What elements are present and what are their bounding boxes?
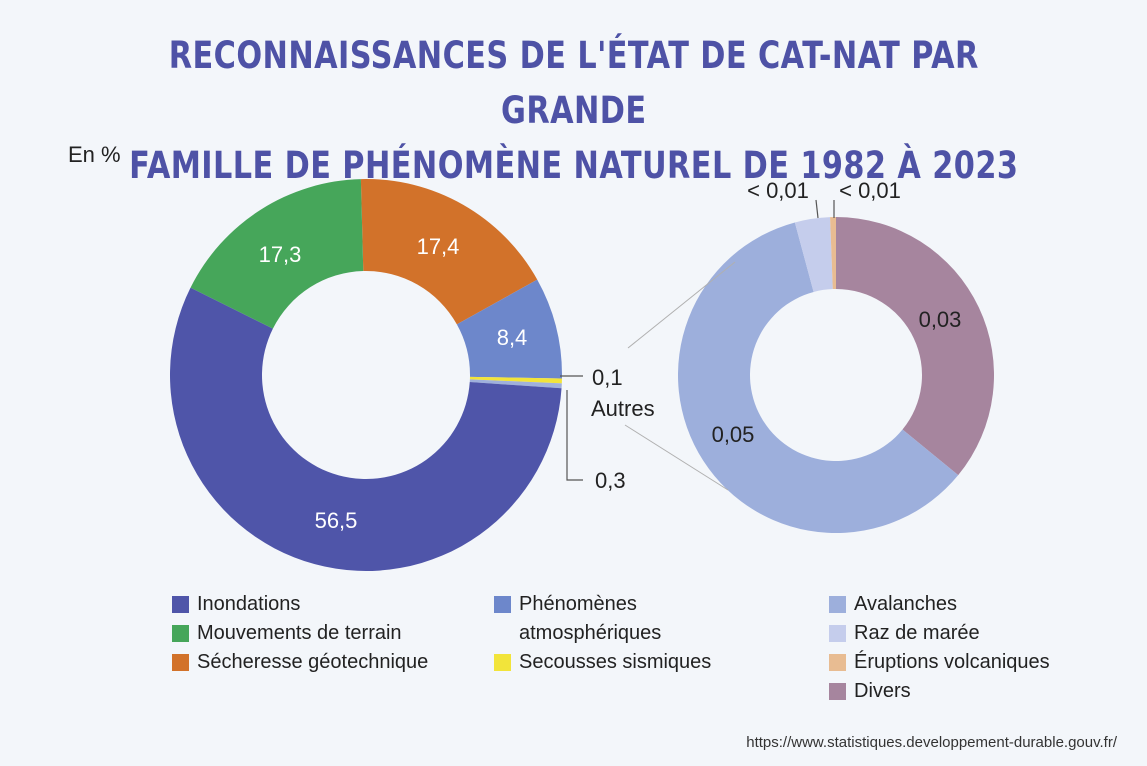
legend-item-inondations: Inondations: [172, 590, 300, 619]
legend-swatch: [172, 625, 189, 642]
autres-donut: [678, 217, 995, 534]
leader-raz-de-maree: [815, 199, 819, 219]
leader-autres: [566, 390, 583, 481]
legend-label: Éruptions volcaniques: [854, 651, 1050, 673]
legend-label: Mouvements de terrain: [197, 622, 402, 644]
connector-line-top: [627, 261, 736, 349]
slice-raz-de-maree: [794, 217, 833, 292]
main-donut: [169, 179, 562, 572]
legend-swatch: [172, 654, 189, 671]
legend-item-mouvements: Mouvements de terrain: [172, 619, 402, 648]
legend-swatch: [829, 683, 846, 700]
slice-inondations: [169, 287, 562, 572]
legend-swatch: [494, 654, 511, 671]
legend-label-line-1: Phénomènes: [519, 593, 637, 615]
legend-item-secheresse: Sécheresse géotechnique: [172, 648, 428, 677]
source-link[interactable]: https://www.statistiques.developpement-d…: [746, 734, 1117, 751]
label-secheresse: 17,4: [417, 234, 460, 259]
legend-item-avalanches: Avalanches: [829, 590, 957, 619]
label-avalanches: 0,05: [712, 422, 755, 447]
legend-label: Inondations: [197, 593, 301, 615]
legend-swatch: [829, 654, 846, 671]
legend-swatch: [829, 596, 846, 613]
label-divers: 0,03: [919, 307, 962, 332]
label-atmospheriques: 8,4: [497, 325, 528, 350]
slice-phenomenes-atmospheriques: [456, 279, 562, 379]
legend-label: Avalanches: [854, 593, 958, 615]
legend-swatch: [829, 625, 846, 642]
unit-label: En %: [68, 142, 121, 167]
slice-autres: [469, 379, 562, 389]
legend-label-line-2: atmosphériques: [519, 622, 662, 644]
connector-line-bottom: [624, 424, 729, 491]
slice-mouvements-de-terrain: [190, 179, 364, 329]
chart-title: RECONNAISSANCES DE L'ÉTAT DE CAT-NAT PAR…: [104, 28, 1045, 193]
label-mouvements: 17,3: [259, 242, 302, 267]
label-raz-de-maree: < 0,01: [747, 178, 809, 203]
legend-item-sismiques: Secousses sismiques: [494, 648, 711, 677]
legend-item-atmospheriques: Phénomènes atmosphériques: [494, 590, 661, 648]
label-autres-value: 0,3: [595, 468, 626, 493]
label-sismiques: 0,1: [592, 365, 623, 390]
slice-secousses-sismiques: [469, 376, 562, 384]
title-line-1: RECONNAISSANCES DE L'ÉTAT DE CAT-NAT PAR…: [168, 34, 979, 132]
slice-divers: [836, 217, 995, 476]
legend-item-divers: Divers: [829, 677, 911, 706]
label-inondations: 56,5: [315, 508, 358, 533]
slice-avalanches: [678, 222, 959, 534]
legend-swatch: [494, 596, 511, 613]
title-line-2: FAMILLE DE PHÉNOMÈNE NATUREL DE 1982 À 2…: [129, 144, 1019, 187]
legend-item-eruptions: Éruptions volcaniques: [829, 648, 1050, 677]
slice-eruptions-volcaniques: [830, 217, 836, 290]
legend-item-raz-de-maree: Raz de marée: [829, 619, 980, 648]
label-eruptions: < 0,01: [839, 178, 901, 203]
legend-label: Sécheresse géotechnique: [197, 651, 429, 673]
legend-label: Divers: [854, 680, 911, 702]
legend-label: Secousses sismiques: [519, 651, 712, 673]
label-autres-name: Autres: [591, 396, 655, 421]
legend-label: Raz de marée: [854, 622, 980, 644]
legend-label: Phénomènes atmosphériques: [519, 590, 661, 648]
legend-swatch: [172, 596, 189, 613]
slice-secheresse-geotechnique: [360, 179, 538, 325]
